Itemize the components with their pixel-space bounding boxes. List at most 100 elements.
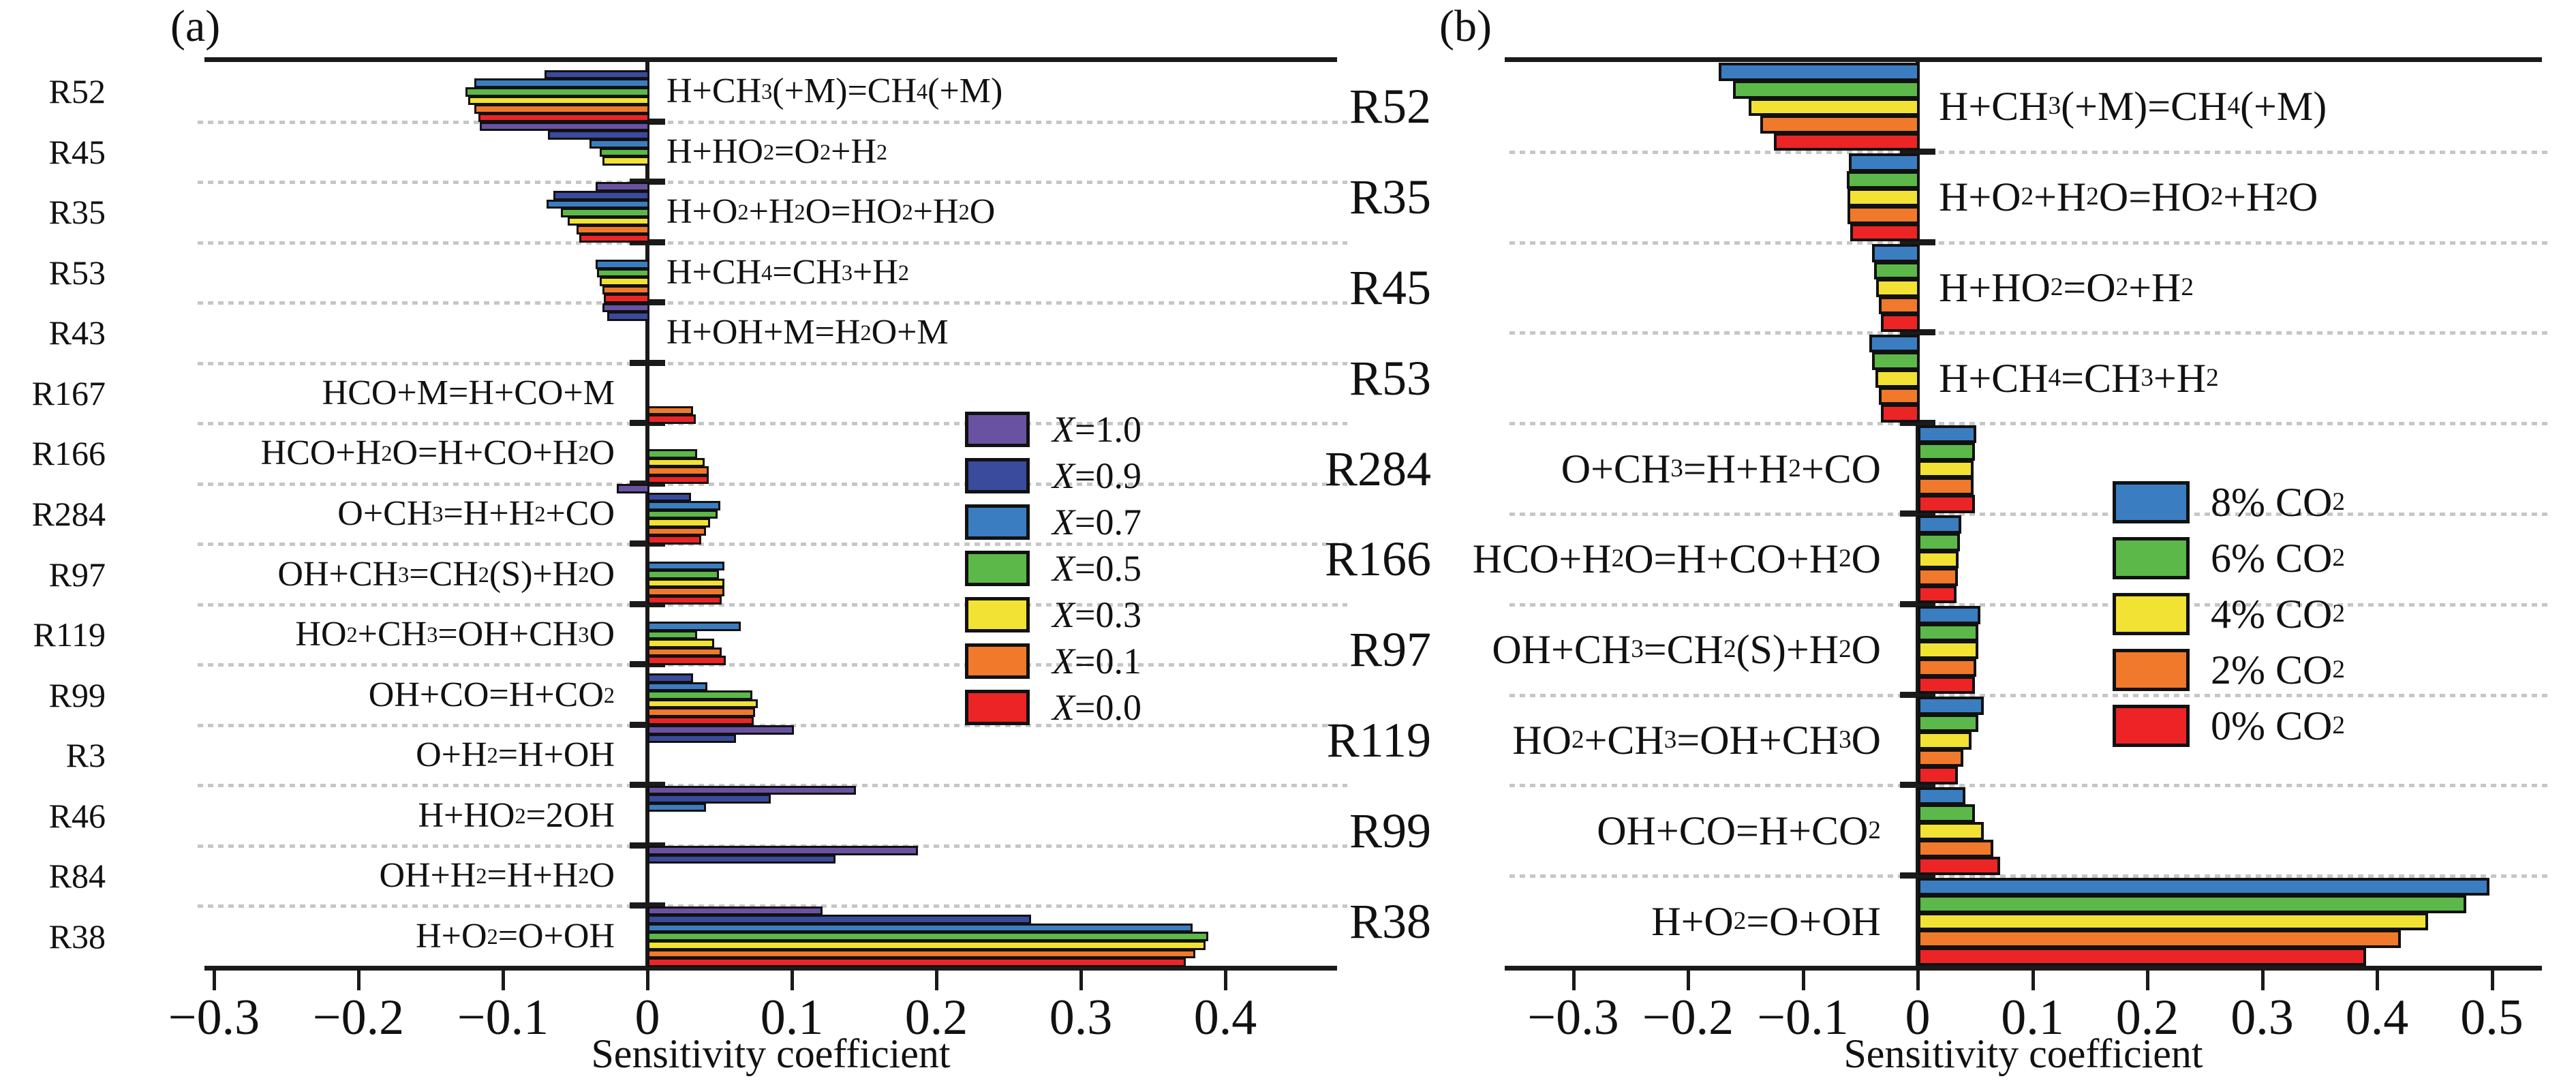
x-axis-tick-label: 0.1 (760, 990, 824, 1046)
bar-R166-series-4 (647, 457, 705, 468)
bar-R84-series-1 (647, 854, 836, 864)
row-separator-dotted-line (198, 241, 1347, 245)
row-separator-dotted-line (1509, 513, 2552, 516)
bar-R53-series-3 (1878, 386, 1920, 406)
panel-b-x-axis-title: Sensitivity coefficient (1843, 1031, 2203, 1076)
reaction-label-R119: HO 2 +CH 3 =OH+CH 3 O (1512, 717, 1881, 763)
panel-a-x-axis-title: Sensitivity coefficient (591, 1031, 951, 1076)
bar-R35-series-1 (1846, 170, 1920, 189)
legend-label-series-5: X =0.1 (1052, 641, 1141, 682)
reaction-label-R3: O+H 2 =H+OH (416, 735, 615, 775)
bar-R99-series-2 (1918, 822, 1984, 840)
bar-R45-series-2 (589, 139, 649, 149)
bar-R35-series-1 (553, 191, 649, 200)
bar-R3-series-0 (647, 725, 794, 735)
bar-R97-series-1 (1918, 623, 1978, 642)
bar-R52-series-2 (1749, 97, 1920, 117)
bar-R38-series-3 (647, 932, 1209, 941)
bar-R38-series-4 (1918, 947, 2367, 966)
bar-R284-series-1 (1918, 442, 1975, 461)
legend-swatch-series-4 (965, 597, 1030, 632)
legend-swatch-series-2 (965, 504, 1030, 540)
bar-R99-series-3 (1918, 839, 1993, 858)
bar-R166-series-6 (647, 474, 709, 485)
legend-label-series-3: 2% CO 2 (2211, 647, 2345, 692)
row-id-label-R43: R43 (48, 314, 106, 352)
x-axis-tick (646, 970, 649, 990)
row-separator-dotted-line (1509, 331, 2552, 335)
x-axis-line (1505, 966, 2542, 971)
bar-R97-series-4 (647, 578, 725, 588)
row-id-label-R53: R53 (48, 253, 106, 292)
x-axis-tick-label: 0.2 (2115, 990, 2179, 1046)
bar-R38-series-6 (647, 958, 1186, 967)
x-axis-tick (935, 970, 938, 990)
x-axis-tick (1224, 970, 1227, 990)
plot-top-border (204, 57, 1337, 62)
bar-R52-series-1 (1732, 80, 1920, 99)
bar-R45-series-0 (1871, 244, 1920, 262)
row-id-label-R84: R84 (48, 857, 106, 896)
bar-R167-series-5 (647, 406, 693, 416)
reaction-label-R167: HCO+M=H+CO+M (322, 373, 615, 412)
bar-R53-series-0 (1869, 334, 1920, 353)
bar-R97-series-3 (1918, 658, 1976, 677)
reaction-label-R284: O+CH 3 =H+H 2 +CO (337, 493, 615, 533)
bar-R97-series-2 (647, 561, 725, 571)
bar-R35-series-4 (1850, 223, 1920, 242)
bar-R52-series-4 (468, 95, 649, 106)
legend-label-series-2: X =0.7 (1052, 502, 1141, 543)
bar-R167-series-6 (647, 414, 696, 424)
bar-R284-series-4 (647, 518, 711, 528)
legend-label-series-4: 0% CO 2 (2211, 703, 2345, 748)
row-id-label-R166: R166 (31, 434, 106, 473)
bar-R97-series-0 (1918, 606, 1981, 624)
bar-R284-series-1 (647, 492, 692, 502)
row-id-label-R166: R166 (1324, 532, 1431, 587)
legend-label-series-0: 8% CO 2 (2211, 480, 2345, 525)
row-separator-dotted-line (198, 181, 1347, 185)
reaction-label-R45: H+HO 2 =O 2 +H 2 (666, 132, 888, 171)
legend-label-series-3: X =0.5 (1052, 548, 1141, 589)
legend-label-series-4: X =0.3 (1052, 594, 1141, 635)
row-separator-axis-tick (630, 179, 665, 185)
bar-R38-series-2 (647, 923, 1193, 933)
bar-R53-series-3 (596, 268, 649, 278)
bar-R45-series-2 (1876, 279, 1920, 297)
bar-R35-series-5 (577, 225, 649, 234)
row-id-label-R97: R97 (1349, 622, 1431, 677)
bar-R38-series-3 (1918, 930, 2401, 948)
reaction-label-R97: OH+CH 3 =CH 2 (S)+H 2 O (1492, 627, 1881, 673)
row-id-label-R45: R45 (48, 132, 106, 171)
row-separator-dotted-line (1509, 784, 2552, 788)
row-id-label-R45: R45 (1349, 260, 1431, 315)
bar-R99-series-3 (647, 690, 752, 700)
legend-swatch-series-1 (2113, 537, 2190, 579)
x-axis-tick-label: 0 (634, 990, 660, 1046)
bar-R53-series-1 (1871, 352, 1920, 370)
bar-R35-series-2 (546, 199, 649, 209)
bar-R38-series-0 (1918, 877, 2489, 896)
reaction-label-R53: H+CH 4 =CH 3 +H 2 (666, 252, 909, 292)
legend-label-series-0: X =1.0 (1052, 409, 1141, 450)
x-axis-tick (2376, 970, 2379, 990)
reaction-label-R166: HCO+H 2 O=H+CO+H 2 O (1472, 536, 1881, 582)
bar-R166-series-4 (1918, 585, 1957, 604)
panel-b-tag: (b) (1439, 1, 1492, 51)
bar-R284-series-0 (617, 484, 649, 493)
x-axis-tick (357, 970, 361, 990)
legend-swatch-series-0 (965, 412, 1030, 447)
legend-swatch-series-6 (965, 690, 1030, 725)
bar-R46-series-2 (647, 802, 706, 812)
bar-R45-series-1 (547, 130, 649, 140)
row-separator-axis-tick (1900, 782, 1935, 789)
row-separator-dotted-line (198, 482, 1347, 486)
row-id-label-R99: R99 (48, 675, 106, 714)
x-axis-tick-label: 0 (1905, 990, 1931, 1046)
bar-R45-series-3 (1878, 296, 1920, 315)
row-separator-dotted-line (1509, 602, 2552, 607)
row-separator-dotted-line (198, 602, 1347, 607)
reaction-label-R46: H+HO 2 =2OH (418, 795, 615, 835)
bar-R38-series-5 (647, 949, 1196, 959)
row-separator-axis-tick (1900, 872, 1935, 879)
